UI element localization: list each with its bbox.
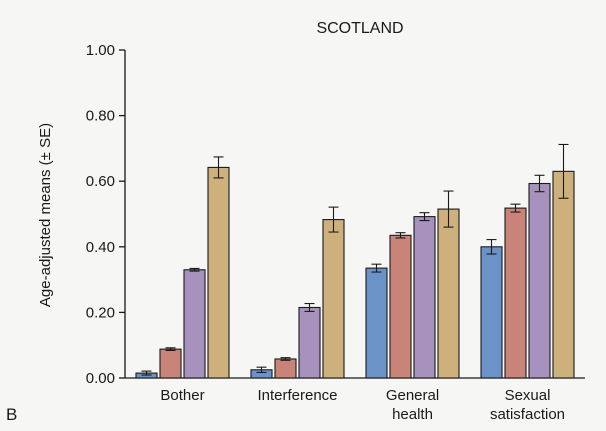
y-tick-label: 0.80 (86, 108, 115, 125)
bar (298, 306, 321, 379)
y-tick-label: 1.00 (86, 42, 115, 59)
bar (437, 208, 460, 379)
category-label: General health (386, 387, 439, 423)
category-labels: Bother Interference General health Sexual sat… (160, 387, 565, 423)
category-label-line: General (386, 387, 439, 404)
panel-label: B (6, 405, 17, 424)
bar (528, 182, 551, 379)
chart-title: SCOTLAND (316, 20, 403, 37)
y-tick-label: 0.00 (86, 370, 115, 387)
bar (274, 358, 297, 379)
bar (413, 216, 436, 379)
y-tick-label: 0.20 (86, 304, 115, 321)
category-label-line: Interference (257, 387, 337, 404)
category-label: Bother (160, 387, 204, 404)
category-label-line: Sexual (505, 387, 551, 404)
bar (504, 207, 527, 379)
category-label: Sexual satisfaction (490, 387, 565, 423)
category-label: Interference (257, 387, 337, 404)
bar (552, 170, 575, 379)
bar (322, 219, 345, 379)
bar (389, 234, 412, 379)
bar (480, 246, 503, 379)
bar (159, 348, 182, 379)
category-label-line: satisfaction (490, 406, 565, 423)
y-tick-label: 0.60 (86, 173, 115, 190)
bar (207, 166, 230, 379)
category-label-line: Bother (160, 387, 204, 404)
bar (365, 267, 388, 379)
bar (183, 269, 206, 379)
error-bars (141, 143, 569, 376)
y-axis-label: Age-adjusted means (± SE) (37, 123, 54, 307)
bars (135, 166, 575, 379)
y-tick-label: 0.40 (86, 239, 115, 256)
category-label-line: health (392, 406, 433, 423)
